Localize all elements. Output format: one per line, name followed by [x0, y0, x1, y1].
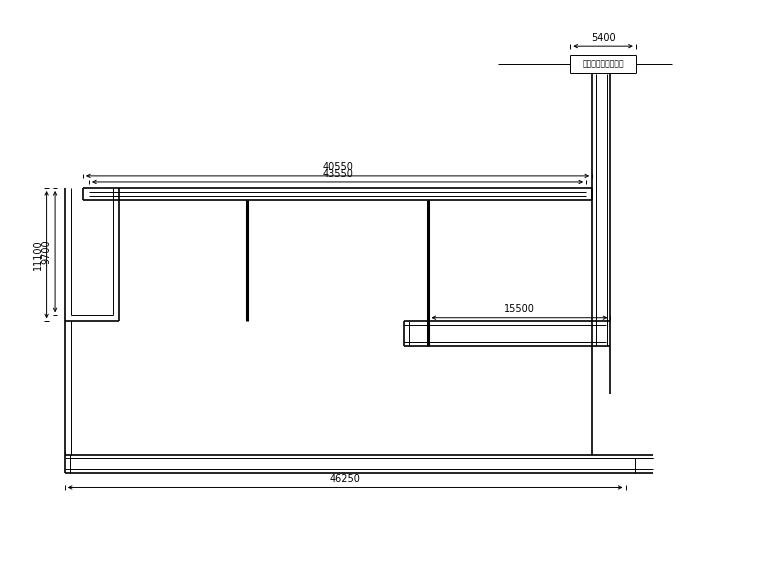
- Text: 5400: 5400: [591, 32, 616, 43]
- Text: 43550: 43550: [322, 169, 353, 178]
- Text: 46250: 46250: [330, 474, 360, 484]
- Text: 9700: 9700: [42, 239, 52, 264]
- Text: 15500: 15500: [504, 304, 535, 314]
- Text: 40550: 40550: [322, 162, 353, 173]
- Text: 11100: 11100: [33, 239, 43, 270]
- Text: 原地压深已完成部分: 原地压深已完成部分: [582, 59, 624, 68]
